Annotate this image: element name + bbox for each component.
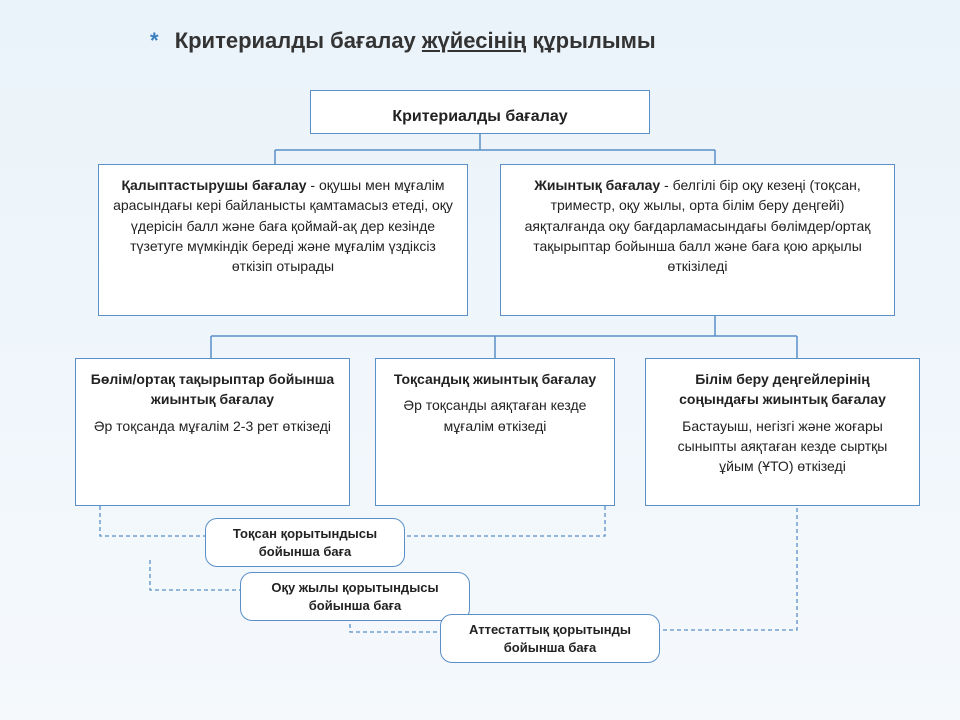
title-part1: Критериалды бағалау	[175, 28, 422, 53]
title-part2: жүйесінің	[422, 28, 526, 53]
level2-c-body: Бастауыш, негізгі және жоғары сыныпты ая…	[678, 418, 888, 475]
level2-a-node: Бөлім/ортақ тақырыптар бойынша жиынтық б…	[75, 358, 350, 506]
root-label: Критериалды бағалау	[392, 108, 567, 125]
level2-a-body: Әр тоқсанда мұғалім 2-3 рет өткізеді	[94, 418, 331, 434]
level2-a-head: Бөлім/ортақ тақырыптар бойынша жиынтық б…	[90, 369, 335, 410]
level2-b-head: Тоқсандық жиынтық бағалау	[390, 369, 600, 389]
page-title: * Критериалды бағалау жүйесінің құрылымы	[150, 28, 850, 54]
level2-c-node: Білім беру деңгейлерінің соңындағы жиынт…	[645, 358, 920, 506]
asterisk-icon: *	[150, 28, 159, 54]
level2-b-node: Тоқсандық жиынтық бағалау Әр тоқсанды ая…	[375, 358, 615, 506]
pill-attestation-result: Аттестаттық қорытынды бойынша баға	[440, 614, 660, 663]
pill-quarter-result: Тоқсан қорытындысы бойынша баға	[205, 518, 405, 567]
level1-right-bold: Жиынтық бағалау	[534, 177, 660, 193]
level2-c-head: Білім беру деңгейлерінің соңындағы жиынт…	[660, 369, 905, 410]
pill1-label: Тоқсан қорытындысы бойынша баға	[233, 526, 377, 559]
title-part3: құрылымы	[526, 28, 655, 53]
level1-left-node: Қалыптастырушы бағалау - оқушы мен мұғал…	[98, 164, 468, 316]
pill3-label: Аттестаттық қорытынды бойынша баға	[469, 622, 631, 655]
level2-b-body: Әр тоқсанды аяқтаған кезде мұғалім өткіз…	[404, 397, 587, 433]
pill-year-result: Оқу жылы қорытындысы бойынша баға	[240, 572, 470, 621]
pill2-label: Оқу жылы қорытындысы бойынша баға	[271, 580, 438, 613]
level1-right-node: Жиынтық бағалау - белгілі бір оқу кезеңі…	[500, 164, 895, 316]
root-node: Критериалды бағалау	[310, 90, 650, 134]
level1-left-bold: Қалыптастырушы бағалау	[121, 177, 306, 193]
